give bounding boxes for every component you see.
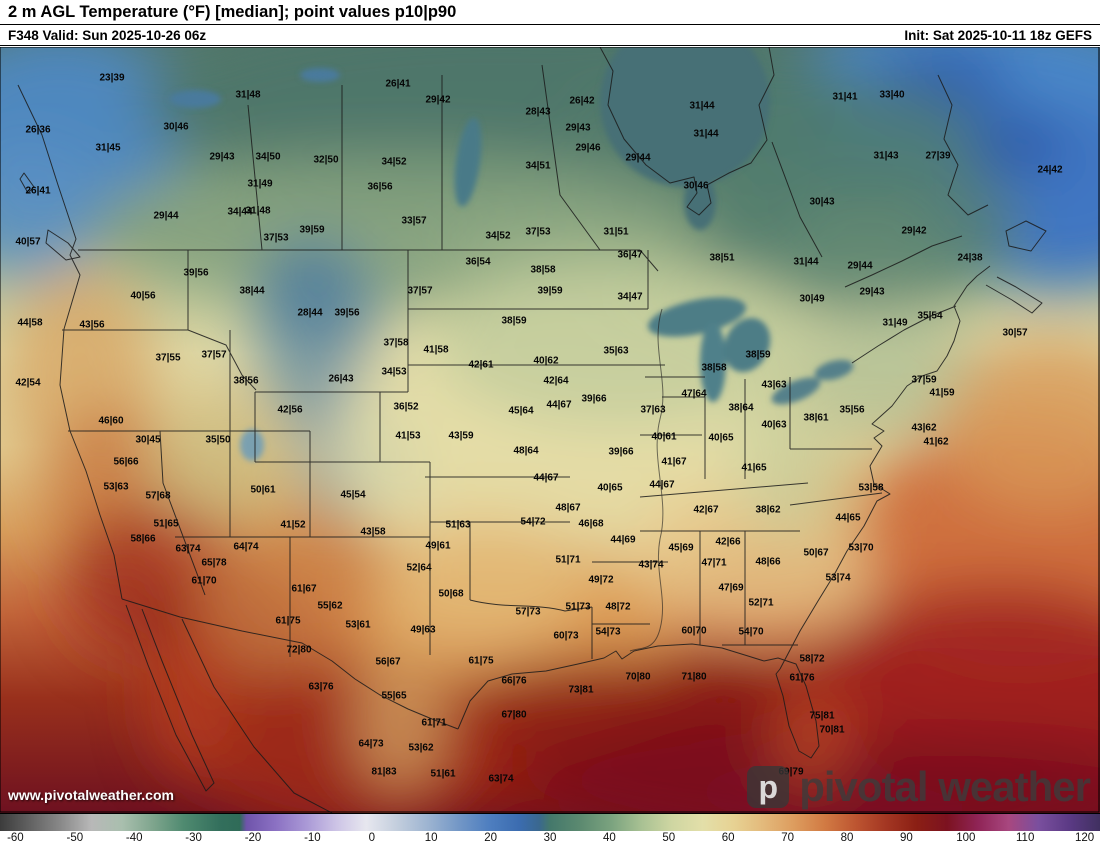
colorbar-tick-label: 30 bbox=[543, 832, 557, 844]
map-title: 2 m AGL Temperature (°F) [median]; point… bbox=[8, 2, 457, 21]
subtitle-bar: F348 Valid: Sun 2025-10-26 06z Init: Sat… bbox=[0, 26, 1100, 46]
colorbar-tick-label: 90 bbox=[899, 832, 913, 844]
colorbar-tick-label: 100 bbox=[956, 832, 976, 844]
colorbar-tick-label: 60 bbox=[721, 832, 735, 844]
colorbar-tick-label: -30 bbox=[185, 832, 202, 844]
pivotal-weather-logo-icon: p bbox=[747, 766, 790, 808]
model-init-text: Init: Sat 2025-10-11 18z GEFS bbox=[904, 28, 1092, 43]
colorbar-tick-label: -60 bbox=[7, 832, 24, 844]
watermark-url: www.pivotalweather.com bbox=[8, 787, 174, 803]
temperature-field-map bbox=[0, 47, 1100, 813]
colorbar-tick-label: 10 bbox=[424, 832, 438, 844]
colorbar-gradient bbox=[0, 813, 1100, 831]
map-canvas[interactable]: 23|39 31|48 26|41 29|42 28|43 26|42 31|44 31|41… bbox=[0, 47, 1100, 813]
colorbar-tick-label: 70 bbox=[781, 832, 794, 844]
brand-watermark: p pivotal weather bbox=[747, 763, 1091, 811]
colorbar-tick-label: -20 bbox=[244, 832, 262, 844]
lakes-layer bbox=[169, 47, 854, 461]
colorbar-tick-label: 0 bbox=[368, 832, 375, 844]
colorbar-tick-label: 110 bbox=[1016, 832, 1035, 844]
temperature-colorbar: -60 -50 -40 -30 -20 -10 0 10 20 30 40 50 60 70 80 90 100… bbox=[0, 813, 1100, 850]
colorbar-tick-label: 20 bbox=[484, 832, 497, 844]
colorbar-tick-label: 120 bbox=[1075, 832, 1095, 844]
colorbar-tick-label: -10 bbox=[304, 832, 321, 844]
title-bar: 2 m AGL Temperature (°F) [median]; point… bbox=[0, 0, 1100, 25]
colorbar-tick-label: -40 bbox=[125, 832, 143, 844]
colorbar-tick-label: 80 bbox=[840, 832, 854, 844]
colorbar-tick-label: 40 bbox=[602, 832, 616, 844]
colorbar-tick-label: 50 bbox=[662, 832, 676, 844]
colorbar-labels: -60 -50 -40 -30 -20 -10 0 10 20 30 40 50 60 70 80 90 100… bbox=[0, 831, 1100, 849]
forecast-valid-text: F348 Valid: Sun 2025-10-26 06z bbox=[8, 28, 207, 43]
colorbar-tick-label: -50 bbox=[66, 832, 84, 844]
brand-text: pivotal weather bbox=[799, 763, 1091, 810]
borders-layer bbox=[17, 47, 1047, 813]
